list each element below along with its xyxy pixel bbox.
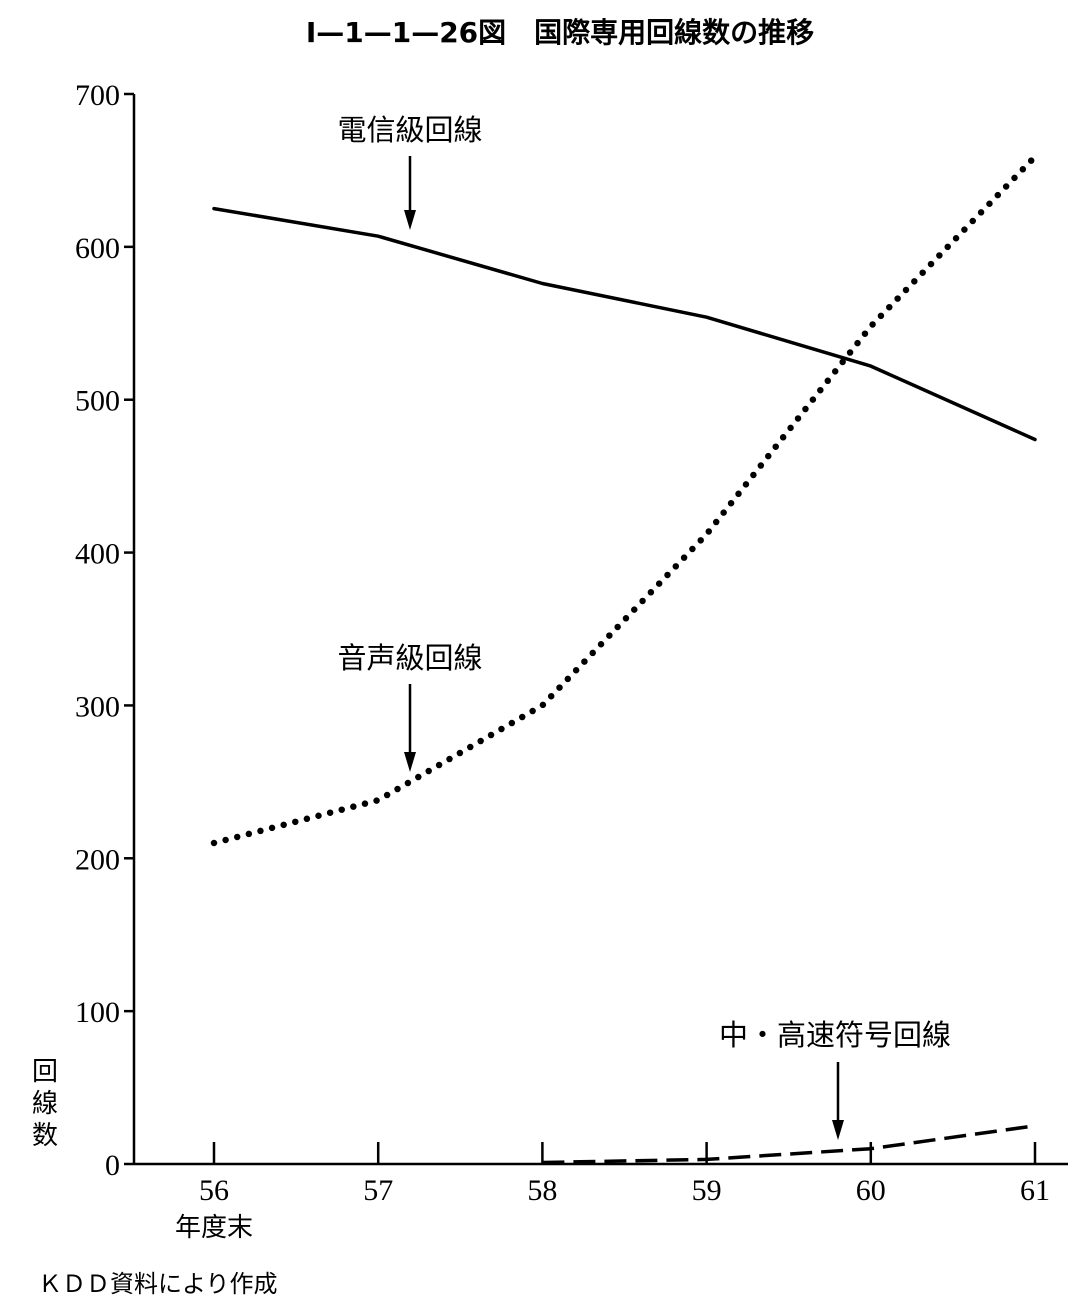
y-tick-label: 700	[75, 79, 120, 112]
x-tick-label: 61	[1020, 1174, 1050, 1207]
x-axis-label: 年度末	[175, 1213, 253, 1243]
y-tick-label: 0	[105, 1149, 120, 1182]
x-ticks: 56 57 58 59 60 61	[199, 1142, 1050, 1207]
source-note: ＫＤＤ資料により作成	[38, 1270, 278, 1298]
series-line-2	[210, 153, 1039, 847]
y-axis-label: 回線数	[32, 1057, 58, 1151]
arrow-head-icon	[404, 210, 416, 230]
series-line-3	[542, 1124, 1036, 1165]
x-tick-label: 57	[363, 1174, 393, 1207]
y-tick-label: 300	[75, 690, 120, 723]
y-ticks: 0 100 200 300 400 500 600 700	[75, 79, 134, 1182]
arrow-head-icon	[404, 752, 416, 772]
x-tick-label: 56	[199, 1174, 229, 1207]
annotation-label-2: 音声級回線	[337, 641, 482, 675]
x-tick-label: 59	[692, 1174, 722, 1207]
arrow-head-icon	[832, 1120, 844, 1140]
series-layer	[210, 153, 1039, 1165]
y-tick-label: 600	[75, 232, 120, 265]
x-tick-label: 60	[856, 1174, 886, 1207]
x-tick-label: 58	[527, 1174, 557, 1207]
series-line-1	[212, 206, 1037, 442]
y-tick-label: 200	[75, 843, 120, 876]
annotation-label-3: 中・高速符号回線	[719, 1018, 951, 1052]
axes	[132, 94, 1068, 1166]
y-tick-label: 500	[75, 385, 120, 418]
y-tick-label: 100	[75, 996, 120, 1029]
chart-title: Ⅰ—1—1—26図 国際専用回線数の推移	[306, 16, 814, 49]
annotation-label-1: 電信級回線	[337, 113, 482, 147]
y-tick-label: 400	[75, 538, 120, 571]
